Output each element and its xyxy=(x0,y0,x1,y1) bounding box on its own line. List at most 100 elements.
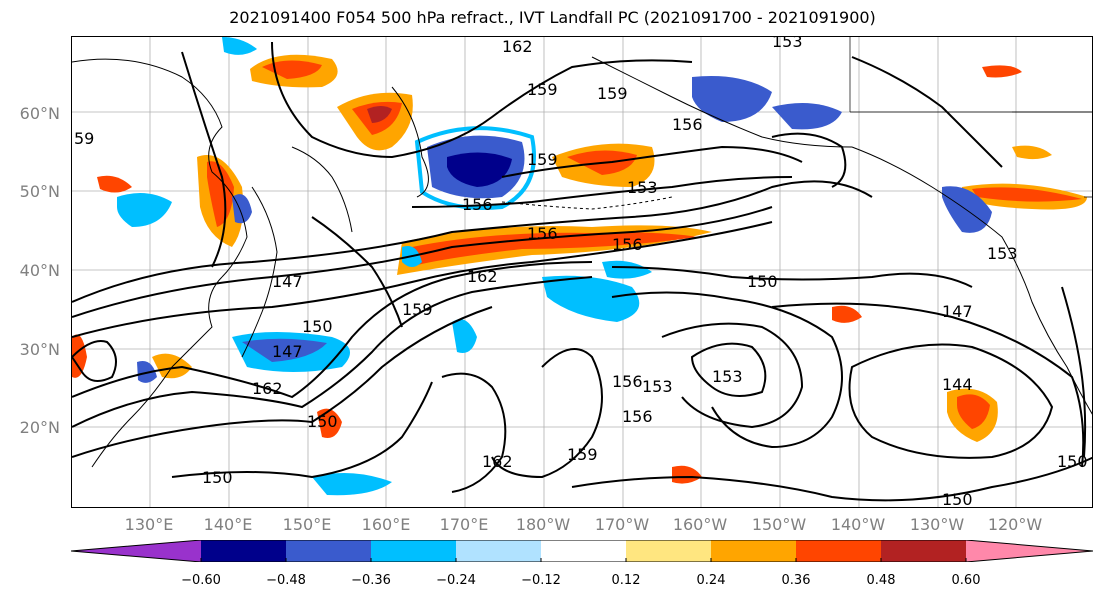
colorbar-swatch xyxy=(626,540,711,562)
coastlines xyxy=(72,37,1092,468)
contour-line xyxy=(690,342,767,397)
colorbar-swatch-under xyxy=(71,540,201,562)
lon-label-170e: 170°E xyxy=(439,515,489,534)
colorbar-tick-label: 0.60 xyxy=(951,573,981,588)
contour-line xyxy=(311,216,403,328)
colorbar-tick-label: 0.48 xyxy=(866,573,896,588)
colorbar-tick-label: −0.60 xyxy=(181,573,221,588)
contour-line xyxy=(771,302,1085,468)
shade-neg-edge xyxy=(414,126,536,210)
contour-line xyxy=(72,180,873,303)
shade-neg xyxy=(222,37,257,55)
negative-anomaly-shading xyxy=(117,37,992,496)
shade-pos xyxy=(957,394,990,429)
contour-label: 150 xyxy=(747,272,778,291)
graticule xyxy=(72,37,1092,507)
contour-label: 150 xyxy=(942,490,973,508)
contour-label: 156 xyxy=(462,195,493,214)
contour-label: 153 xyxy=(712,367,743,386)
shade-neg xyxy=(772,103,842,130)
contour-line xyxy=(661,322,804,429)
shade-pos xyxy=(832,305,862,323)
contour-line xyxy=(1061,286,1087,458)
contour-label: 150 xyxy=(1057,452,1088,471)
contour-label: 162 xyxy=(502,37,533,56)
colorbar-swatch xyxy=(796,540,881,562)
colorbar-swatch xyxy=(201,540,286,562)
coastline-chukotka xyxy=(391,86,429,198)
contour-label: 59 xyxy=(74,129,94,148)
shade-neg xyxy=(692,76,772,122)
contour-label: 159 xyxy=(527,150,558,169)
contour-label: 153 xyxy=(772,37,803,51)
shade-neg xyxy=(242,338,327,362)
contour-label: 153 xyxy=(642,377,673,396)
lat-label-20n: 20°N xyxy=(19,418,60,437)
contour-label: 156 xyxy=(612,235,643,254)
lon-label-130w: 130°W xyxy=(909,515,965,534)
contour-label: 150 xyxy=(202,468,233,487)
colorbar-ticks xyxy=(200,558,967,562)
shade-neg xyxy=(602,260,652,279)
colorbar-svg xyxy=(70,539,1094,563)
shade-pos xyxy=(262,60,322,79)
contour-label: 162 xyxy=(467,267,498,286)
contour-label: 153 xyxy=(627,178,658,197)
lon-label-160e: 160°E xyxy=(361,515,411,534)
shade-pos xyxy=(72,334,87,378)
colorbar-swatch xyxy=(286,540,371,562)
shade-pos xyxy=(97,175,132,193)
shade-pos xyxy=(207,161,234,227)
map-title: 2021091400 F054 500 hPa refract., IVT La… xyxy=(229,8,876,27)
shade-pos xyxy=(152,353,192,379)
shade-neg xyxy=(542,275,640,322)
shade-neg xyxy=(942,186,992,233)
contour-line xyxy=(611,291,843,449)
colorbar-tick-label: 0.12 xyxy=(611,573,641,588)
contour-line xyxy=(411,176,793,208)
lat-label-40n: 40°N xyxy=(19,261,60,280)
coastline-alaska xyxy=(591,56,853,148)
contour-line xyxy=(501,145,803,178)
contour-line xyxy=(851,56,1003,168)
contour-line xyxy=(611,266,973,288)
contour-label: 153 xyxy=(987,244,1018,263)
shade-pos xyxy=(317,408,342,438)
lon-label-170w: 170°W xyxy=(594,515,650,534)
shade-neg xyxy=(232,194,252,224)
map-panel: 162 159 159 159 156 156 156 156 153 150 … xyxy=(71,36,1093,508)
colorbar-swatch xyxy=(371,540,456,562)
contour-label: 159 xyxy=(597,84,628,103)
colorbar-tick-label: −0.12 xyxy=(521,573,561,588)
lon-label-160w: 160°W xyxy=(672,515,728,534)
contour-label: 159 xyxy=(567,445,598,464)
contour-line xyxy=(181,51,227,268)
lon-label-140e: 140°E xyxy=(203,515,253,534)
lat-label-30n: 30°N xyxy=(19,340,60,359)
contour-label: 162 xyxy=(482,452,513,471)
colorbar-tick-label: −0.24 xyxy=(436,573,476,588)
colorbar-swatch xyxy=(456,540,541,562)
contour-label: 156 xyxy=(527,224,558,243)
lon-label-150w: 150°W xyxy=(751,515,807,534)
contour-label: 162 xyxy=(252,379,283,398)
contour-label: 156 xyxy=(612,372,643,391)
map-svg: 162 159 159 159 156 156 156 156 153 150 … xyxy=(72,37,1092,508)
contour-line xyxy=(171,381,433,479)
lon-label-150e: 150°E xyxy=(282,515,332,534)
contour-line xyxy=(72,206,773,318)
colorbar-swatch xyxy=(711,540,796,562)
shade-neg xyxy=(447,152,512,187)
contour-line xyxy=(271,41,693,159)
contour-label: 147 xyxy=(942,302,973,321)
shade-neg xyxy=(452,319,477,353)
contour-label: 156 xyxy=(622,407,653,426)
colorbar-swatch xyxy=(881,540,966,562)
colorbar-swatch-over xyxy=(966,540,1093,562)
lon-label-120w: 120°W xyxy=(987,515,1043,534)
contour-label: 144 xyxy=(942,375,973,394)
contour-line xyxy=(72,340,117,382)
shade-pos xyxy=(367,106,392,123)
contour-line xyxy=(441,372,507,493)
shade-neg xyxy=(117,193,172,227)
